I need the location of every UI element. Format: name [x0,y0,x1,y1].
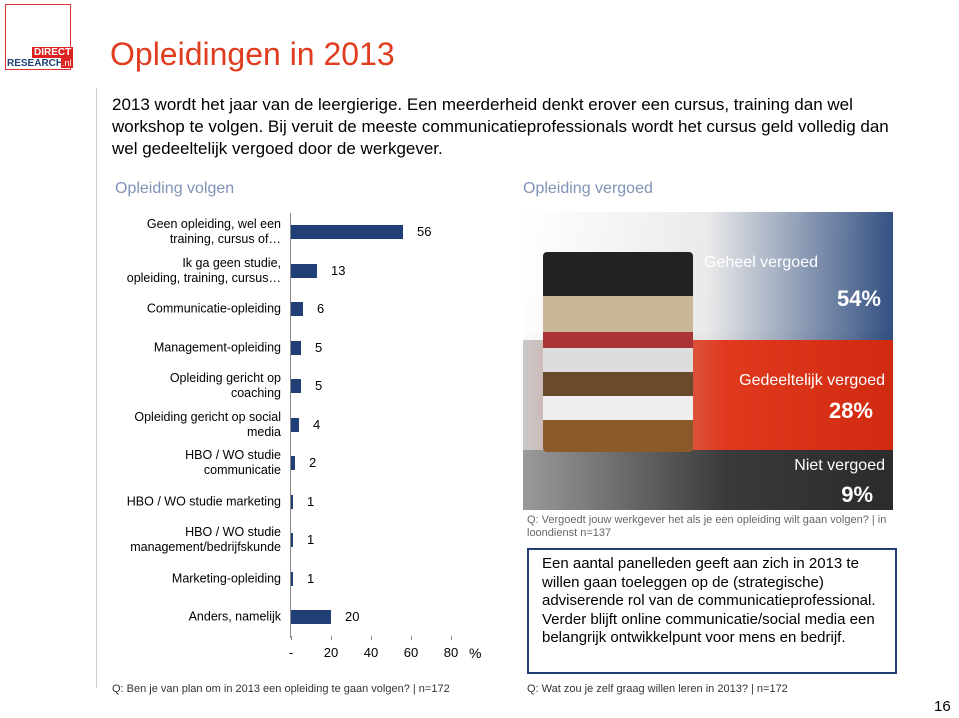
bar [291,379,301,393]
category-label: HBO / WO studie management/bedrijfskunde [130,525,281,554]
left-heading: Opleiding volgen [115,180,235,197]
x-tick-label: 60 [403,645,419,660]
axis-line [290,213,291,638]
none-value: 9% [841,482,873,507]
value-label: 1 [307,570,315,586]
tick-mark [411,636,412,640]
category-label: HBO / WO studie communicatie [185,448,281,477]
intro: 2013 wordt het jaar van de leergierige. … [112,95,889,158]
image-panel: Geheel vergoed 54% Gedeeltelijk vergoed … [523,212,893,510]
value-label: 20 [345,609,360,624]
value-label: 5 [315,378,323,393]
page-number: 16 [934,698,951,715]
bar [291,610,331,624]
tick-mark [371,636,372,640]
logo-nl: .nl [61,58,73,68]
left-question: Q: Ben je van plan om in 2013 een opleid… [112,683,450,695]
value-label: 13 [331,262,346,278]
bar [291,263,317,278]
right-question: Q: Vergoedt jouw werkgever het als je ee… [527,514,887,539]
band-bottom [523,450,893,510]
title: Opleidingen in 2013 [110,36,395,72]
full-label: Geheel vergoed [704,254,818,271]
category-label: Opleiding gericht op social media [134,409,281,439]
tick-mark [451,636,452,640]
logo: DIRECT RESEARCH .nl [5,4,74,70]
value-label: 56 [417,224,432,239]
logo-research: RESEARCH [7,58,64,69]
category-label: Opleiding gericht op coaching [169,371,281,400]
category-label: HBO / WO studie marketing [126,494,281,508]
bar [291,494,293,509]
note-box: Een aantal panelleden geeft aan zich in … [527,548,897,674]
bar [291,571,293,586]
category-label: Communicatie-opleiding [146,301,281,316]
partial-label: Gedeeltelijk vergoed [739,372,885,389]
value-label: 2 [309,455,317,470]
tick-mark [331,636,332,640]
value-label: 5 [315,339,323,355]
x-tick-label: - [288,645,294,660]
bar [291,225,403,239]
books [543,252,693,452]
x-tick-label: 80 [443,645,459,660]
value-label: 1 [307,532,315,547]
bar [291,302,303,316]
category-label: Anders, namelijk [188,609,281,624]
category-label: Ik ga geen studie, opleiding, training, … [126,255,281,285]
partial-value: 28% [828,398,873,423]
x-tick-label: 40 [363,645,379,660]
divider [96,88,97,688]
tick-mark [291,636,292,640]
logo-direct: DIRECT [32,47,74,58]
full-value: 54% [836,286,881,311]
value-label: 4 [313,416,321,432]
category-label: Geen opleiding, wel een training, cursus… [146,217,281,246]
bar [291,533,293,547]
value-label: 1 [307,493,315,509]
bottom-question: Q: Wat zou je zelf graag willen leren in… [527,683,788,695]
bar [291,417,299,432]
value-label: 6 [317,301,325,316]
bar [291,456,295,470]
right-heading: Opleiding vergoed [523,180,653,197]
bar [291,340,301,355]
category-label: Management-opleiding [153,340,281,354]
x-axis-label: % [469,645,482,661]
none-label: Niet vergoed [794,457,885,474]
category-label: Marketing-opleiding [171,571,281,585]
x-tick-label: 20 [323,645,339,660]
